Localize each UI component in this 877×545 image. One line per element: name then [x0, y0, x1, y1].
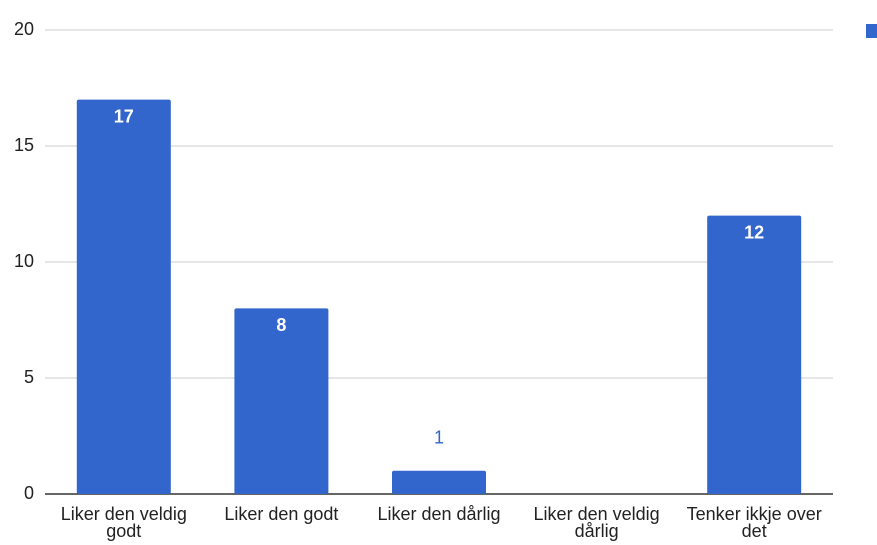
- bar: [76, 99, 171, 494]
- x-tick-label: Liker den veldig dårlig: [533, 504, 660, 541]
- x-tick-label: Liker den godt: [224, 504, 339, 524]
- data-label: 12: [744, 222, 764, 242]
- x-tick-label: Tenker ikkje over det: [686, 504, 822, 541]
- data-label: 1: [434, 428, 444, 448]
- y-tick-label: 5: [24, 367, 34, 387]
- bar: [234, 308, 329, 494]
- bar: [707, 215, 802, 494]
- bar: [392, 470, 486, 494]
- y-tick-label: 20: [14, 19, 34, 39]
- y-tick-label: 10: [14, 251, 34, 271]
- y-tick-label: 0: [24, 483, 34, 503]
- legend-swatch: [866, 24, 877, 38]
- x-tick-label: Liker den dårlig: [377, 504, 501, 524]
- x-tick-label: Liker den veldig godt: [60, 504, 187, 541]
- data-label: 17: [114, 106, 134, 126]
- data-label: 8: [276, 315, 286, 335]
- y-tick-label: 15: [14, 135, 34, 155]
